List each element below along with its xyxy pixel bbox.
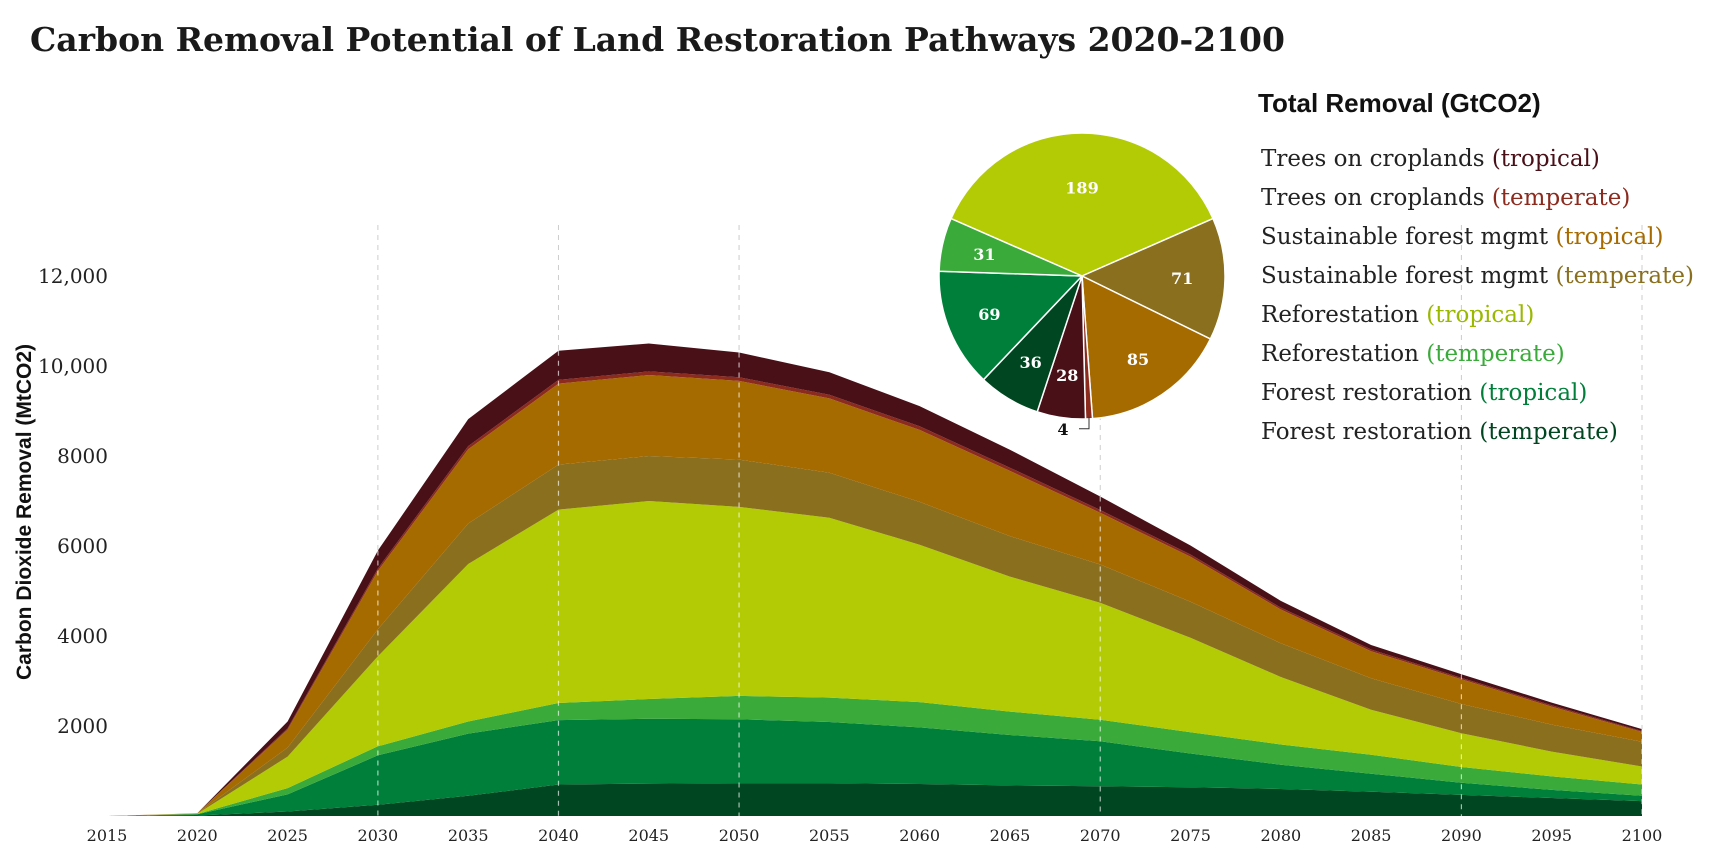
legend-item-label: Forest restoration <box>1261 380 1479 406</box>
x-tick-label: 2095 <box>1531 826 1572 845</box>
legend-item: Sustainable forest mgmt (tropical) <box>1261 224 1664 250</box>
legend-item-qualifier: (temperate) <box>1492 185 1631 211</box>
x-tick-label: 2035 <box>448 826 489 845</box>
legend-item: Forest restoration (temperate) <box>1261 419 1618 445</box>
x-tick-label: 2080 <box>1260 826 1301 845</box>
legend-item-qualifier: (temperate) <box>1426 341 1565 367</box>
legend-item-label: Reforestation <box>1261 302 1426 328</box>
legend-item-qualifier: (temperate) <box>1479 419 1618 445</box>
legend-item-qualifier: (tropical) <box>1492 146 1600 172</box>
pie-slice-1 <box>1080 217 1226 341</box>
y-tick-label: 2000 <box>57 714 108 738</box>
legend-item-label: Sustainable forest mgmt <box>1261 224 1555 250</box>
legend-item: Reforestation (temperate) <box>1261 341 1565 367</box>
legend: Total Removal (GtCO2) Trees on croplands… <box>1258 88 1694 445</box>
y-tick-label: 12,000 <box>38 264 108 288</box>
pie-slice-7 <box>938 217 1083 277</box>
x-tick-label: 2065 <box>990 826 1031 845</box>
y-tick-label: 10,000 <box>38 354 108 378</box>
pie-label: 69 <box>978 305 1000 324</box>
legend-item-label: Trees on croplands <box>1261 146 1492 172</box>
pie-label: 71 <box>1171 269 1193 288</box>
x-tick-label: 2030 <box>358 826 399 845</box>
x-tick-label: 2075 <box>1170 826 1211 845</box>
x-tick-label: 2015 <box>87 826 128 845</box>
x-tick-label: 2100 <box>1622 826 1663 845</box>
y-tick-label: 8000 <box>57 444 108 468</box>
x-tick-label: 2085 <box>1351 826 1392 845</box>
area-series-5 <box>107 375 1642 816</box>
legend-item-label: Trees on croplands <box>1261 185 1492 211</box>
legend-item: Trees on croplands (temperate) <box>1261 185 1630 211</box>
y-axis: 2000 4000 6000 8000 10,000 12,000 <box>38 264 108 738</box>
pie-label: 85 <box>1127 350 1149 369</box>
legend-item-qualifier: (tropical) <box>1555 224 1663 250</box>
pie-leader-line <box>1079 416 1090 430</box>
pie-slice-0 <box>950 132 1214 277</box>
pie-label: 4 <box>1057 420 1068 439</box>
legend-item: Trees on croplands (tropical) <box>1261 146 1600 172</box>
legend-item-label: Reforestation <box>1261 341 1426 367</box>
y-tick-label: 4000 <box>57 624 108 648</box>
area-series-4 <box>107 456 1642 816</box>
pie-label: 28 <box>1056 366 1078 385</box>
legend-item-label: Sustainable forest mgmt <box>1261 263 1555 289</box>
legend-item: Sustainable forest mgmt (temperate) <box>1261 263 1694 289</box>
y-tick-label: 6000 <box>57 534 108 558</box>
pie-label: 31 <box>973 245 995 264</box>
y-axis-title: Carbon Dioxide Removal (MtCO2) <box>13 344 36 680</box>
legend-item-label: Forest restoration <box>1261 419 1479 445</box>
legend-item: Reforestation (tropical) <box>1261 302 1534 328</box>
area-series-3 <box>107 501 1642 816</box>
x-tick-label: 2020 <box>177 826 218 845</box>
x-tick-label: 2060 <box>899 826 940 845</box>
x-tick-label: 2050 <box>719 826 760 845</box>
pie-label: 36 <box>1019 353 1041 372</box>
chart-title: Carbon Removal Potential of Land Restora… <box>30 20 1285 59</box>
x-tick-label: 2045 <box>628 826 669 845</box>
x-tick-label: 2055 <box>809 826 850 845</box>
pie-label: 189 <box>1065 178 1098 197</box>
x-tick-label: 2090 <box>1441 826 1482 845</box>
area-series-2 <box>107 695 1642 816</box>
stacked-area-chart <box>107 225 1643 816</box>
pie-chart: 189 71 85 4 28 36 69 31 <box>938 132 1226 439</box>
legend-item-qualifier: (temperate) <box>1555 263 1694 289</box>
x-axis: 2015 2020 2025 2030 2035 2040 2045 2050 2055 2060… <box>87 826 1663 845</box>
pie-slice-2 <box>1081 274 1212 420</box>
area-series-0 <box>107 783 1642 816</box>
legend-item: Forest restoration (tropical) <box>1261 380 1587 406</box>
x-tick-label: 2025 <box>267 826 308 845</box>
legend-title: Total Removal (GtCO2) <box>1258 88 1541 118</box>
area-series-1 <box>107 718 1642 816</box>
x-tick-label: 2070 <box>1080 826 1121 845</box>
pie-slice-6 <box>938 270 1084 381</box>
legend-item-qualifier: (tropical) <box>1426 302 1534 328</box>
x-tick-label: 2040 <box>538 826 579 845</box>
legend-item-qualifier: (tropical) <box>1479 380 1587 406</box>
